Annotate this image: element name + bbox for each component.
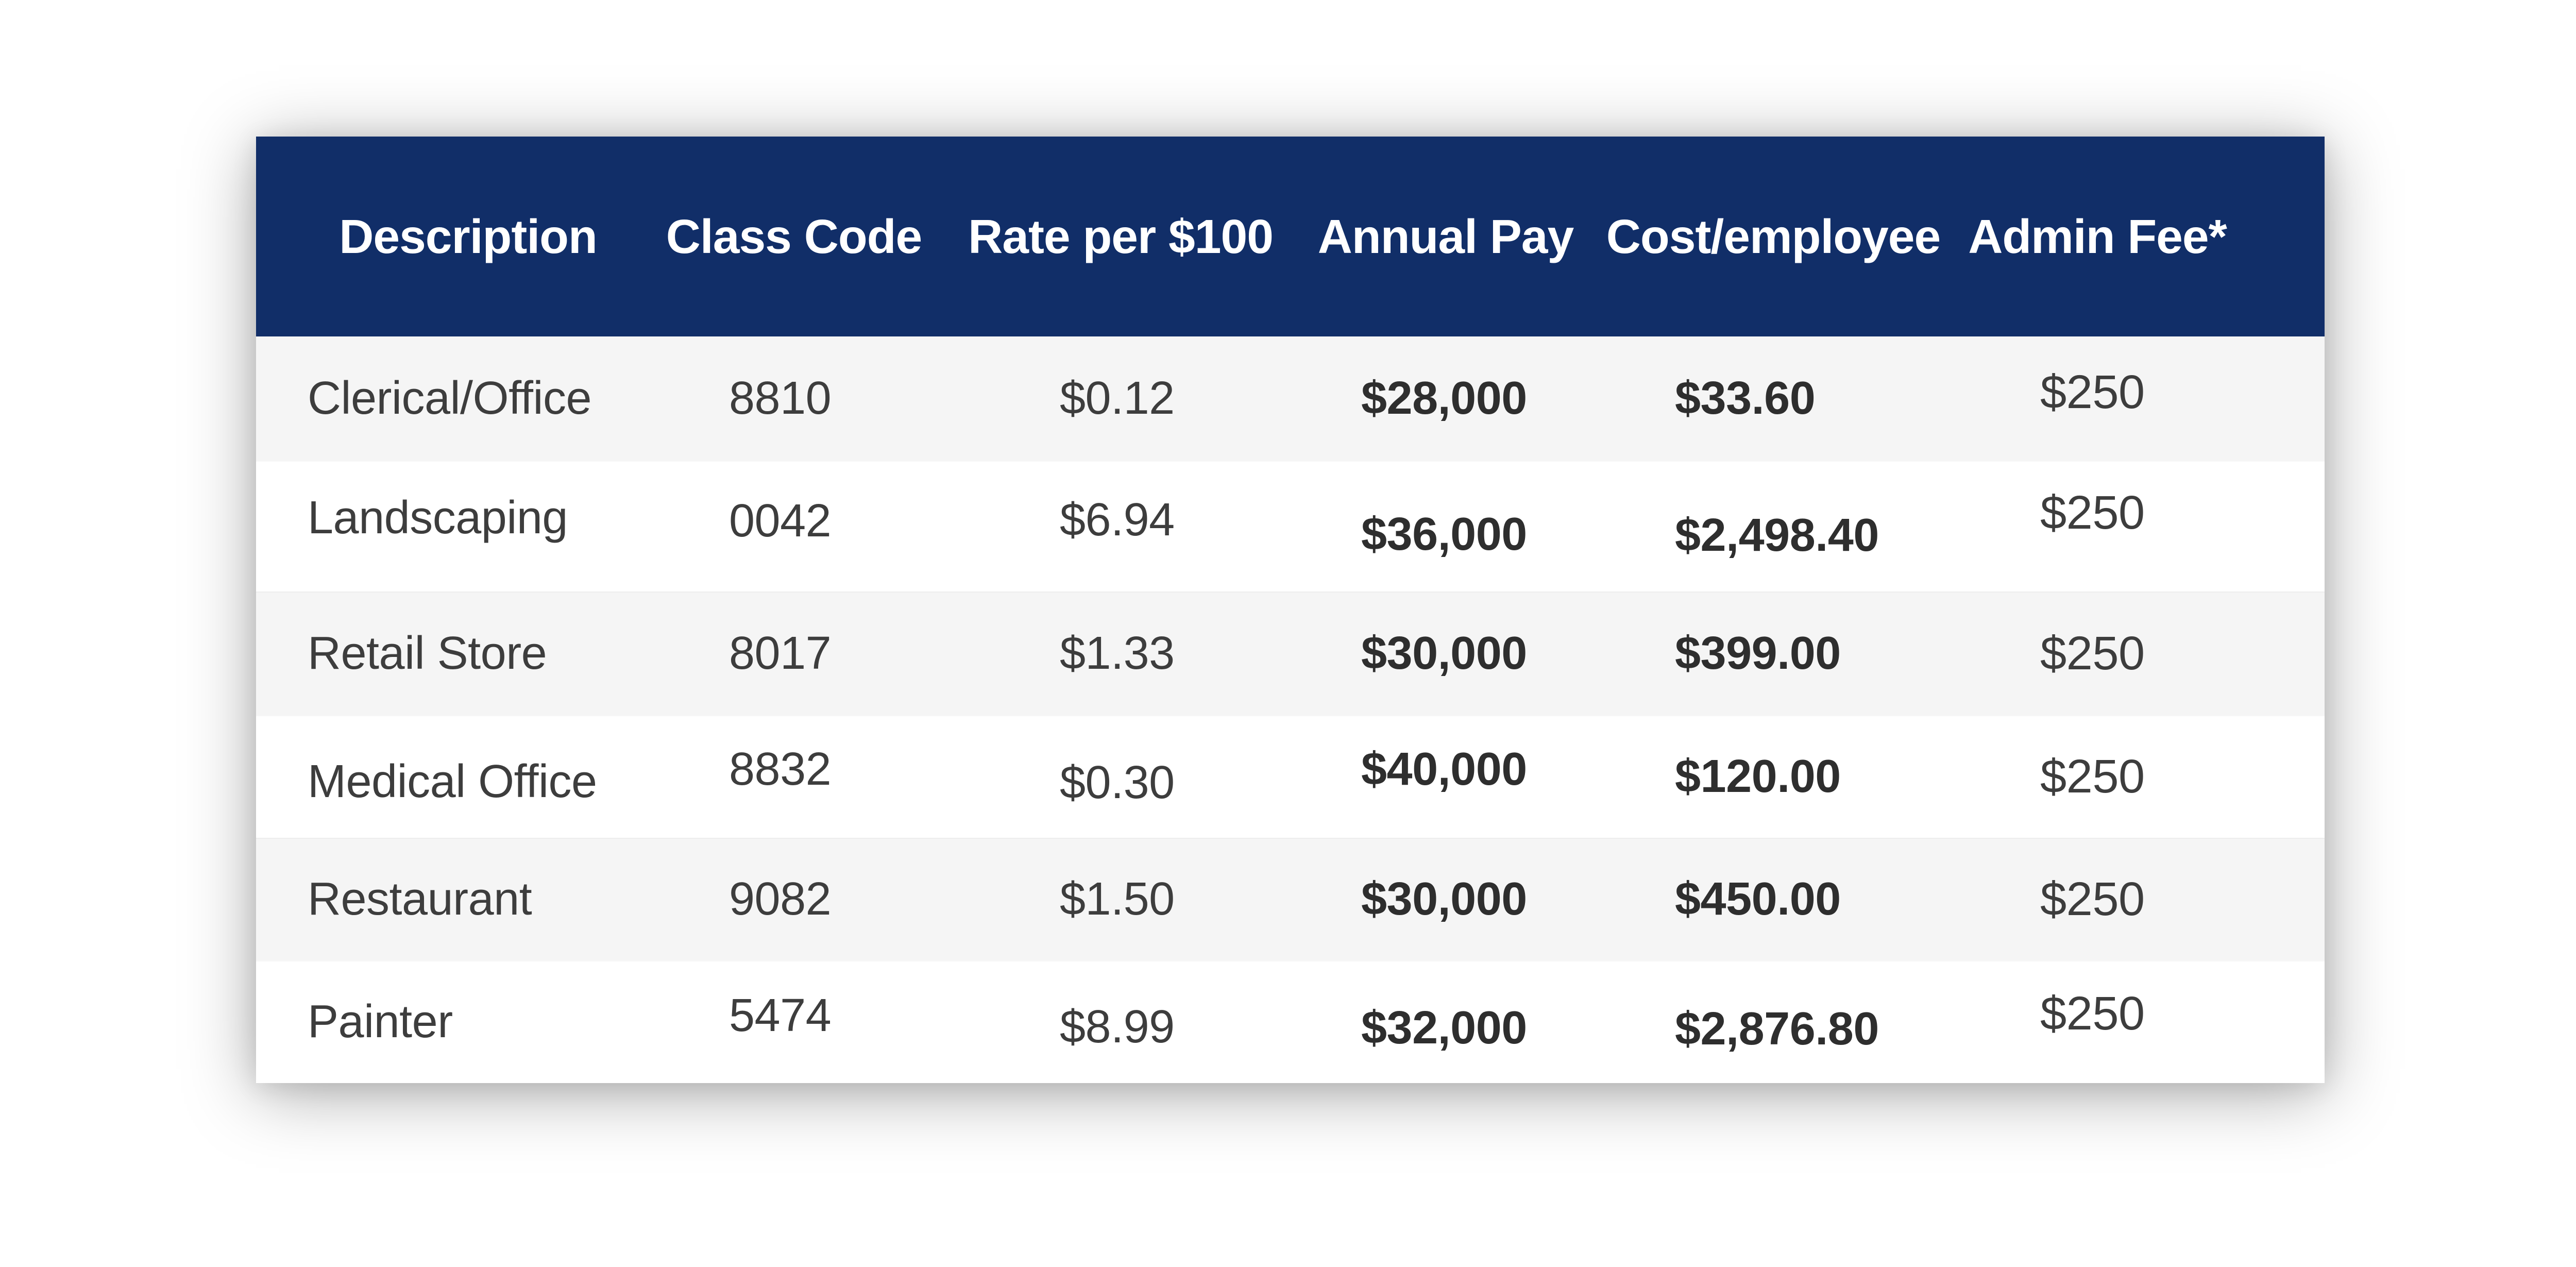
cell-rate: $1.50	[1060, 873, 1175, 925]
cell-admin-fee: $250	[2040, 750, 2145, 803]
table-header-row: Description Class Code Rate per $100 Ann…	[256, 137, 2325, 336]
cell-cost-per-employee: $399.00	[1675, 627, 1841, 679]
cell-admin-fee: $250	[2040, 366, 2145, 418]
column-header-class-code: Class Code	[666, 209, 923, 263]
column-header-description: Description	[339, 209, 598, 263]
cell-class-code: 0042	[729, 495, 832, 547]
cell-class-code: 9082	[729, 873, 832, 925]
cell-annual-pay: $30,000	[1361, 627, 1527, 679]
cell-rate: $0.12	[1060, 373, 1175, 424]
cell-annual-pay: $32,000	[1361, 1002, 1527, 1054]
cell-class-code: 8017	[729, 627, 832, 679]
cell-description: Retail Store	[308, 627, 547, 679]
cell-cost-per-employee: $33.60	[1675, 373, 1816, 424]
cell-class-code: 8832	[729, 743, 832, 795]
column-header-admin-fee: Admin Fee*	[1968, 209, 2227, 263]
column-header-cost-per-employee: Cost/employee	[1606, 209, 1941, 263]
cell-admin-fee: $250	[2040, 987, 2145, 1040]
column-header-rate-per-100: Rate per $100	[968, 209, 1274, 263]
column-header-annual-pay: Annual Pay	[1317, 209, 1574, 263]
cell-description: Painter	[308, 995, 453, 1048]
table-row: Restaurant 9082 $1.50 $30,000 $450.00 $2…	[256, 838, 2325, 960]
cell-admin-fee: $250	[2040, 872, 2145, 925]
cell-annual-pay: $40,000	[1361, 743, 1527, 795]
cell-description: Restaurant	[308, 873, 532, 925]
workers-comp-rates-table: Description Class Code Rate per $100 Ann…	[256, 137, 2325, 1083]
table-row: Painter 5474 $8.99 $32,000 $2,876.80 $25…	[256, 960, 2325, 1083]
cell-admin-fee: $250	[2040, 627, 2145, 680]
cell-class-code: 8810	[729, 373, 832, 424]
cell-rate: $0.30	[1060, 756, 1175, 808]
cell-description: Clerical/Office	[308, 373, 592, 424]
table-row: Retail Store 8017 $1.33 $30,000 $399.00 …	[256, 592, 2325, 715]
cell-rate: $1.33	[1060, 627, 1175, 679]
cell-description: Landscaping	[308, 492, 568, 544]
cell-admin-fee: $250	[2040, 486, 2145, 539]
cell-annual-pay: $28,000	[1361, 373, 1527, 424]
cell-rate: $6.94	[1060, 494, 1175, 546]
cell-cost-per-employee: $2,876.80	[1675, 1003, 1879, 1055]
cell-cost-per-employee: $450.00	[1675, 873, 1841, 925]
cell-class-code: 5474	[729, 989, 832, 1041]
cell-annual-pay: $36,000	[1361, 508, 1527, 560]
cell-description: Medical Office	[308, 755, 597, 807]
table-row: Landscaping 0042 $6.94 $36,000 $2,498.40…	[256, 461, 2325, 592]
table-row: Medical Office 8832 $0.30 $40,000 $120.0…	[256, 715, 2325, 838]
cell-cost-per-employee: $2,498.40	[1675, 509, 1879, 561]
cell-cost-per-employee: $120.00	[1675, 750, 1841, 802]
cell-rate: $8.99	[1060, 1001, 1175, 1053]
cell-annual-pay: $30,000	[1361, 873, 1527, 925]
table-row: Clerical/Office 8810 $0.12 $28,000 $33.6…	[256, 336, 2325, 461]
